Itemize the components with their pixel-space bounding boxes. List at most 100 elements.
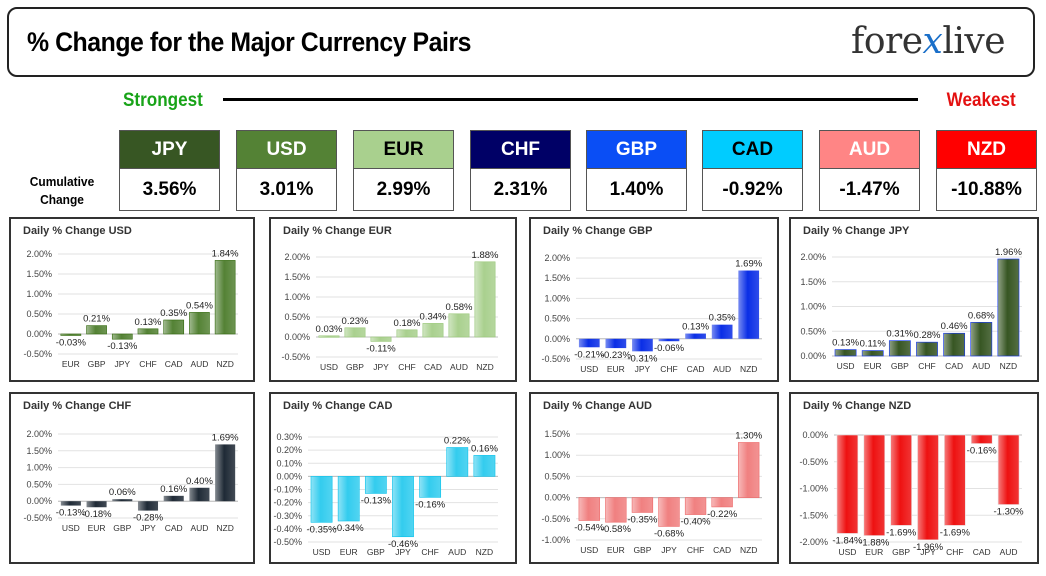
y-tick-label: -0.50% <box>541 354 570 364</box>
bar-chf <box>684 497 707 515</box>
data-label: 1.69% <box>735 259 762 270</box>
x-category-label: GBP <box>633 545 651 555</box>
y-tick-label: -0.50% <box>281 352 310 362</box>
bar-chart: 0.00% 0.50% 1.00% 1.50% 2.00% 0.13% USD 0.11% EU… <box>800 247 1022 371</box>
bar-aud <box>446 447 469 477</box>
data-label: -1.69% <box>886 527 917 538</box>
bar-jpy <box>137 501 159 511</box>
currency-box-chf: CHF 2.31% <box>470 130 571 211</box>
cumulative-value: 2.99% <box>354 169 453 210</box>
currency-code: CHF <box>471 131 570 169</box>
data-label: -0.54% <box>574 522 605 533</box>
x-category-label: EUR <box>607 364 625 374</box>
cumulative-value: -10.88% <box>937 169 1036 210</box>
data-label: 0.21% <box>83 314 110 325</box>
x-category-label: JPY <box>395 547 411 557</box>
x-category-label: GBP <box>346 362 364 372</box>
x-category-label: AUD <box>450 362 468 372</box>
y-tick-label: 1.00% <box>284 292 310 302</box>
y-tick-label: -1.00% <box>541 535 570 545</box>
y-tick-label: 0.00% <box>26 329 52 339</box>
x-category-label: CHF <box>946 547 963 557</box>
bar-nzd <box>738 442 760 498</box>
x-category-label: NZD <box>216 523 233 533</box>
currency-code: JPY <box>120 131 219 169</box>
y-tick-label: 2.00% <box>284 252 310 262</box>
currency-box-usd: USD 3.01% <box>236 130 337 211</box>
bar-usd <box>578 497 600 521</box>
data-label: 0.03% <box>316 324 343 335</box>
bar-gbp <box>631 497 654 513</box>
bar-gbp <box>344 327 366 338</box>
chart-title: Daily % Change GBP <box>543 225 653 237</box>
data-label: -0.35% <box>627 514 658 525</box>
x-category-label: EUR <box>62 359 80 369</box>
x-category-label: AUD <box>713 364 731 374</box>
currency-code: CAD <box>703 131 802 169</box>
bar-gbp <box>888 340 911 357</box>
data-label: 0.46% <box>941 321 968 332</box>
cumulative-value: 1.40% <box>587 169 686 210</box>
chart-panel-8: Daily % Change NZD -2.00% -1.50% -1.00% -0.5… <box>789 392 1039 564</box>
x-category-label: NZD <box>476 362 493 372</box>
x-category-label: AUD <box>972 361 990 371</box>
bar-cad <box>711 497 733 508</box>
y-tick-label: 0.10% <box>276 458 302 468</box>
logo-text-left: fore <box>851 21 923 62</box>
y-tick-label: -0.50% <box>541 514 570 524</box>
bar-usd <box>60 501 81 506</box>
x-category-label: JPY <box>920 547 936 557</box>
y-tick-label: 0.50% <box>26 309 52 319</box>
x-category-label: GBP <box>113 523 131 533</box>
data-label: -0.16% <box>415 499 446 510</box>
cumulative-label-line2: Change <box>40 192 84 207</box>
data-label: 0.68% <box>968 310 995 321</box>
bar-eur <box>605 338 627 349</box>
x-category-label: JPY <box>114 359 130 369</box>
currency-code: NZD <box>937 131 1036 169</box>
bar-eur <box>60 333 82 336</box>
bar-nzd <box>473 455 496 477</box>
y-tick-label: 0.50% <box>26 479 52 489</box>
y-tick-label: 0.50% <box>544 471 570 481</box>
currency-box-nzd: NZD -10.88% <box>936 130 1037 211</box>
y-tick-label: 1.50% <box>26 269 52 279</box>
y-tick-label: 2.00% <box>26 249 52 259</box>
currency-box-jpy: JPY 3.56% <box>119 130 220 211</box>
y-tick-label: 0.50% <box>544 314 570 324</box>
data-label: 0.28% <box>914 330 941 341</box>
chart-panel-3: Daily % Change GBP -0.50% 0.00% 0.50% 1.00% 1… <box>529 217 779 382</box>
y-tick-label: -0.30% <box>273 511 302 521</box>
data-label: -1.30% <box>994 507 1025 518</box>
data-label: 0.13% <box>682 322 709 333</box>
data-label: -0.21% <box>574 349 605 360</box>
y-tick-label: -0.50% <box>23 513 52 523</box>
bar-aud <box>711 324 733 339</box>
data-label: -0.13% <box>56 508 87 519</box>
data-label: 1.30% <box>735 430 762 441</box>
chart-panel-5: Daily % Change CHF -0.50% 0.00% 0.50% 1.00% 1… <box>9 392 255 564</box>
chart-title: Daily % Change CAD <box>283 400 393 412</box>
bar-aud <box>189 487 210 502</box>
y-tick-label: -0.50% <box>23 349 52 359</box>
bar-jpy <box>111 333 133 340</box>
data-label: -1.88% <box>859 538 890 549</box>
chart-title: Daily % Change EUR <box>283 225 392 237</box>
data-label: 0.58% <box>446 302 473 313</box>
x-category-label: AUD <box>190 523 208 533</box>
y-tick-label: 0.00% <box>276 471 302 481</box>
currency-code: USD <box>237 131 336 169</box>
strongest-label: Strongest <box>123 90 203 111</box>
data-label: 0.54% <box>186 300 213 311</box>
cumulative-value: -1.47% <box>820 169 919 210</box>
bar-gbp <box>890 434 912 526</box>
cumulative-value: 3.56% <box>120 169 219 210</box>
x-category-label: USD <box>837 361 855 371</box>
data-label: -0.40% <box>681 517 712 528</box>
data-label: 0.16% <box>471 443 498 454</box>
y-tick-label: -1.50% <box>799 510 828 520</box>
data-label: 0.40% <box>186 476 213 487</box>
data-label: 1.69% <box>212 432 239 443</box>
y-tick-label: 0.50% <box>284 312 310 322</box>
bar-nzd <box>215 444 236 502</box>
